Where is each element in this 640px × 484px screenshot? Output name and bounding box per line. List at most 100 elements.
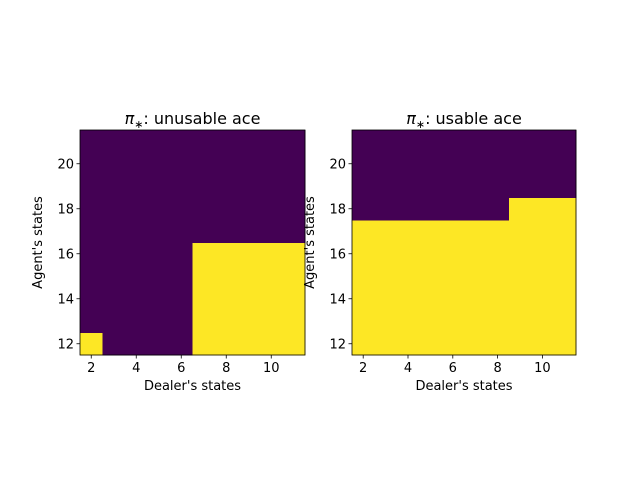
x-tick-label: 6 <box>449 361 457 376</box>
heatmap-cell <box>147 310 171 334</box>
x-tick-label: 2 <box>87 361 95 376</box>
heatmap-cell <box>215 130 239 154</box>
heatmap-cell <box>80 220 104 244</box>
y-axis-label: Agent's states <box>303 196 318 289</box>
heatmap-cell <box>441 197 465 221</box>
heatmap-cell <box>553 265 577 289</box>
heatmap-cell <box>553 130 577 154</box>
heatmap-cell <box>125 220 149 244</box>
heatmap-cell <box>352 197 375 221</box>
heatmap-cell <box>508 152 532 176</box>
heatmap-cell <box>102 265 126 289</box>
heatmap-cell <box>260 287 284 311</box>
heatmap-cell <box>553 152 577 176</box>
heatmap-cell <box>508 242 532 266</box>
heatmap-cell <box>80 332 104 356</box>
heatmap-cell <box>170 175 194 199</box>
heatmap-cell <box>237 287 261 311</box>
chart-title: π∗: unusable ace <box>125 109 261 131</box>
heatmap-cell <box>215 310 239 334</box>
heatmap-cell <box>80 175 104 199</box>
heatmap-cell <box>215 265 239 289</box>
heatmap-cell <box>553 287 577 311</box>
heatmap-cell <box>80 152 104 176</box>
heatmap-cell <box>102 242 126 266</box>
heatmap-cell <box>170 197 194 221</box>
heatmap-cell <box>80 197 104 221</box>
heatmap-cell <box>237 197 261 221</box>
heatmap-cell <box>508 220 532 244</box>
heatmap-cell <box>237 242 261 266</box>
heatmap-cell <box>215 175 239 199</box>
heatmap-cell <box>464 152 487 176</box>
heatmap-cell <box>125 175 149 199</box>
heatmap-cell <box>419 287 443 311</box>
heatmap-cell <box>441 265 465 289</box>
heatmap-cell <box>260 175 284 199</box>
heatmap-cell <box>531 332 555 356</box>
heatmap-cell <box>192 175 216 199</box>
heatmap-cell <box>147 242 171 266</box>
heatmap-cell <box>486 197 510 221</box>
heatmap-cell <box>282 152 306 176</box>
heatmap-cell <box>531 197 555 221</box>
heatmap-cell <box>464 197 487 221</box>
heatmap-cell <box>531 152 555 176</box>
heatmap-cell <box>192 287 216 311</box>
axes-frame <box>79 129 306 356</box>
x-tick-label: 8 <box>222 361 230 376</box>
heatmap-cell <box>486 130 510 154</box>
heatmap-cell <box>464 310 487 334</box>
heatmap-cell <box>419 175 443 199</box>
heatmap-cell <box>553 242 577 266</box>
heatmap-cell <box>419 152 443 176</box>
heatmap-cell <box>125 152 149 176</box>
heatmap-cell <box>102 130 126 154</box>
heatmap-cell <box>531 242 555 266</box>
heatmap-cell <box>464 287 487 311</box>
heatmap-cell <box>80 310 104 334</box>
heatmap-cell <box>374 220 398 244</box>
heatmap-cell <box>147 287 171 311</box>
heatmap-cell <box>102 175 126 199</box>
heatmap-cell <box>419 130 443 154</box>
heatmap-cell <box>352 287 375 311</box>
heatmap-cell <box>352 310 375 334</box>
y-tick-label: 12 <box>57 337 74 352</box>
heatmap-cell <box>396 197 420 221</box>
heatmap-cell <box>147 152 171 176</box>
heatmap-cell <box>147 175 171 199</box>
heatmap-cell <box>125 265 149 289</box>
heatmap-cell <box>419 332 443 356</box>
heatmap-cell <box>80 242 104 266</box>
title-symbol: π <box>125 109 135 128</box>
heatmap-cell <box>441 242 465 266</box>
heatmap-cell <box>486 220 510 244</box>
y-tick-label: 16 <box>329 247 346 262</box>
heatmap-cell <box>486 332 510 356</box>
heatmap-cell <box>215 242 239 266</box>
heatmap-cell <box>170 265 194 289</box>
heatmap-cell <box>464 130 487 154</box>
heatmap-cell <box>352 332 375 356</box>
heatmap-cell <box>147 130 171 154</box>
heatmap-cell <box>282 197 306 221</box>
x-tick-label: 10 <box>263 361 280 376</box>
heatmap-cell <box>170 130 194 154</box>
heatmap-cell <box>102 332 126 356</box>
x-tick-label: 6 <box>177 361 185 376</box>
heatmap-cell <box>170 287 194 311</box>
x-axis-label: Dealer's states <box>144 379 241 394</box>
x-tick-label: 8 <box>493 361 501 376</box>
heatmap-cell <box>215 287 239 311</box>
x-tick-label: 10 <box>534 361 551 376</box>
heatmap-cell <box>215 332 239 356</box>
heatmap-cell <box>282 332 306 356</box>
heatmap-cell <box>508 265 532 289</box>
heatmap-cell <box>531 130 555 154</box>
title-text: : unusable ace <box>143 109 260 128</box>
heatmap-cell <box>441 332 465 356</box>
heatmap-cell <box>80 265 104 289</box>
heatmap-cell <box>170 332 194 356</box>
heatmap-cell <box>147 332 171 356</box>
